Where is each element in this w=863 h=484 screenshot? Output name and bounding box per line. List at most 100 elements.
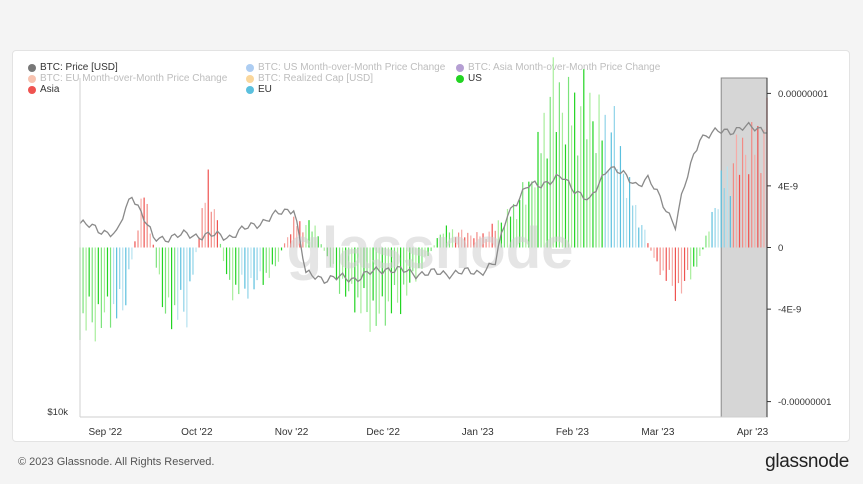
bar [662,247,664,271]
bar [100,247,102,329]
legend-swatch [246,85,254,94]
bar [543,112,545,248]
bar [412,247,414,272]
bar [512,203,515,248]
bar [519,199,521,248]
bar [668,247,670,270]
bar [155,247,157,268]
bar [415,247,417,282]
bar [146,203,148,248]
bar [235,247,237,285]
y-right-tick-label: 0.00000001 [778,89,828,100]
bar [180,247,182,290]
bar [726,166,728,248]
bar [589,92,591,248]
x-tick-label: Sep '22 [88,427,122,438]
legend-label: BTC: Asia Month-over-Month Price Change [468,62,661,73]
bar [259,247,261,272]
bar [256,247,258,281]
bar [311,231,313,248]
bar [94,247,96,342]
legend-label: Asia [40,84,60,95]
bar [482,233,484,248]
legend-item[interactable]: BTC: Realized Cap [USD] [246,73,373,84]
bar [82,247,84,314]
bar [528,181,530,248]
legend-item[interactable]: EU [246,84,272,95]
bar [555,131,557,248]
bar [592,121,594,248]
bar [329,247,331,267]
bar [253,247,255,290]
bar [516,219,518,248]
legend-swatch [246,74,254,83]
x-axis: Sep '22 Oct '22 Nov '22 Dec '22 Jan '23 Feb '… [80,416,769,438]
y-right-tick-label: 4E-9 [778,181,798,192]
bar [393,247,396,286]
bar [326,247,328,257]
bar [262,247,264,285]
bar [632,205,634,248]
bar [741,137,744,248]
bar [745,154,747,248]
bar [629,177,631,248]
y-right-tick-label: -0.00000001 [778,397,831,408]
bar [366,247,368,313]
bar [201,208,203,248]
bar [171,247,173,330]
bar [323,247,325,251]
bar [274,247,277,267]
x-tick-label: Apr '23 [737,427,769,438]
bar [690,247,692,280]
bar [293,216,295,248]
legend-item[interactable]: Asia [28,84,59,95]
bar [332,247,335,264]
bar [470,235,472,248]
bar [531,181,533,248]
bar [644,229,646,248]
bar [354,247,356,313]
bar [693,247,695,267]
bar [308,220,310,248]
bar [485,239,487,248]
bar [467,232,469,248]
bar [363,247,365,289]
bar [360,247,362,314]
brand-logo: glassnode [765,451,849,472]
bar [369,247,371,332]
bar [454,237,457,248]
legend-item[interactable]: BTC: Price [USD] [28,62,118,73]
bar [268,247,270,278]
bar [671,247,673,286]
bar [189,247,191,282]
bar [537,131,539,248]
bar [210,211,212,248]
bar [729,196,731,248]
bar [598,94,600,248]
bar [619,146,622,248]
bar [638,227,640,248]
bar [586,139,588,248]
bar [754,154,756,248]
bar [320,244,322,248]
bar [106,247,109,297]
legend-item[interactable]: BTC: EU Month-over-Month Price Change [28,73,227,84]
bar [167,247,170,298]
bar [149,233,151,248]
bar [400,247,402,315]
bar [287,237,289,248]
legend-label: BTC: Realized Cap [USD] [258,73,374,84]
bar [665,247,667,281]
bar [604,114,606,248]
legend-item[interactable]: BTC: US Month-over-Month Price Change [246,62,445,73]
legend-item[interactable]: BTC: Asia Month-over-Month Price Change [456,62,660,73]
y-right-tick-label: 0 [778,243,783,254]
bar [473,238,475,248]
bar [522,182,524,248]
legend-item[interactable]: US [456,73,482,84]
legend-swatch [28,85,36,94]
bar [567,76,570,248]
bar [445,225,447,248]
bar [302,232,304,248]
bar [442,233,444,248]
